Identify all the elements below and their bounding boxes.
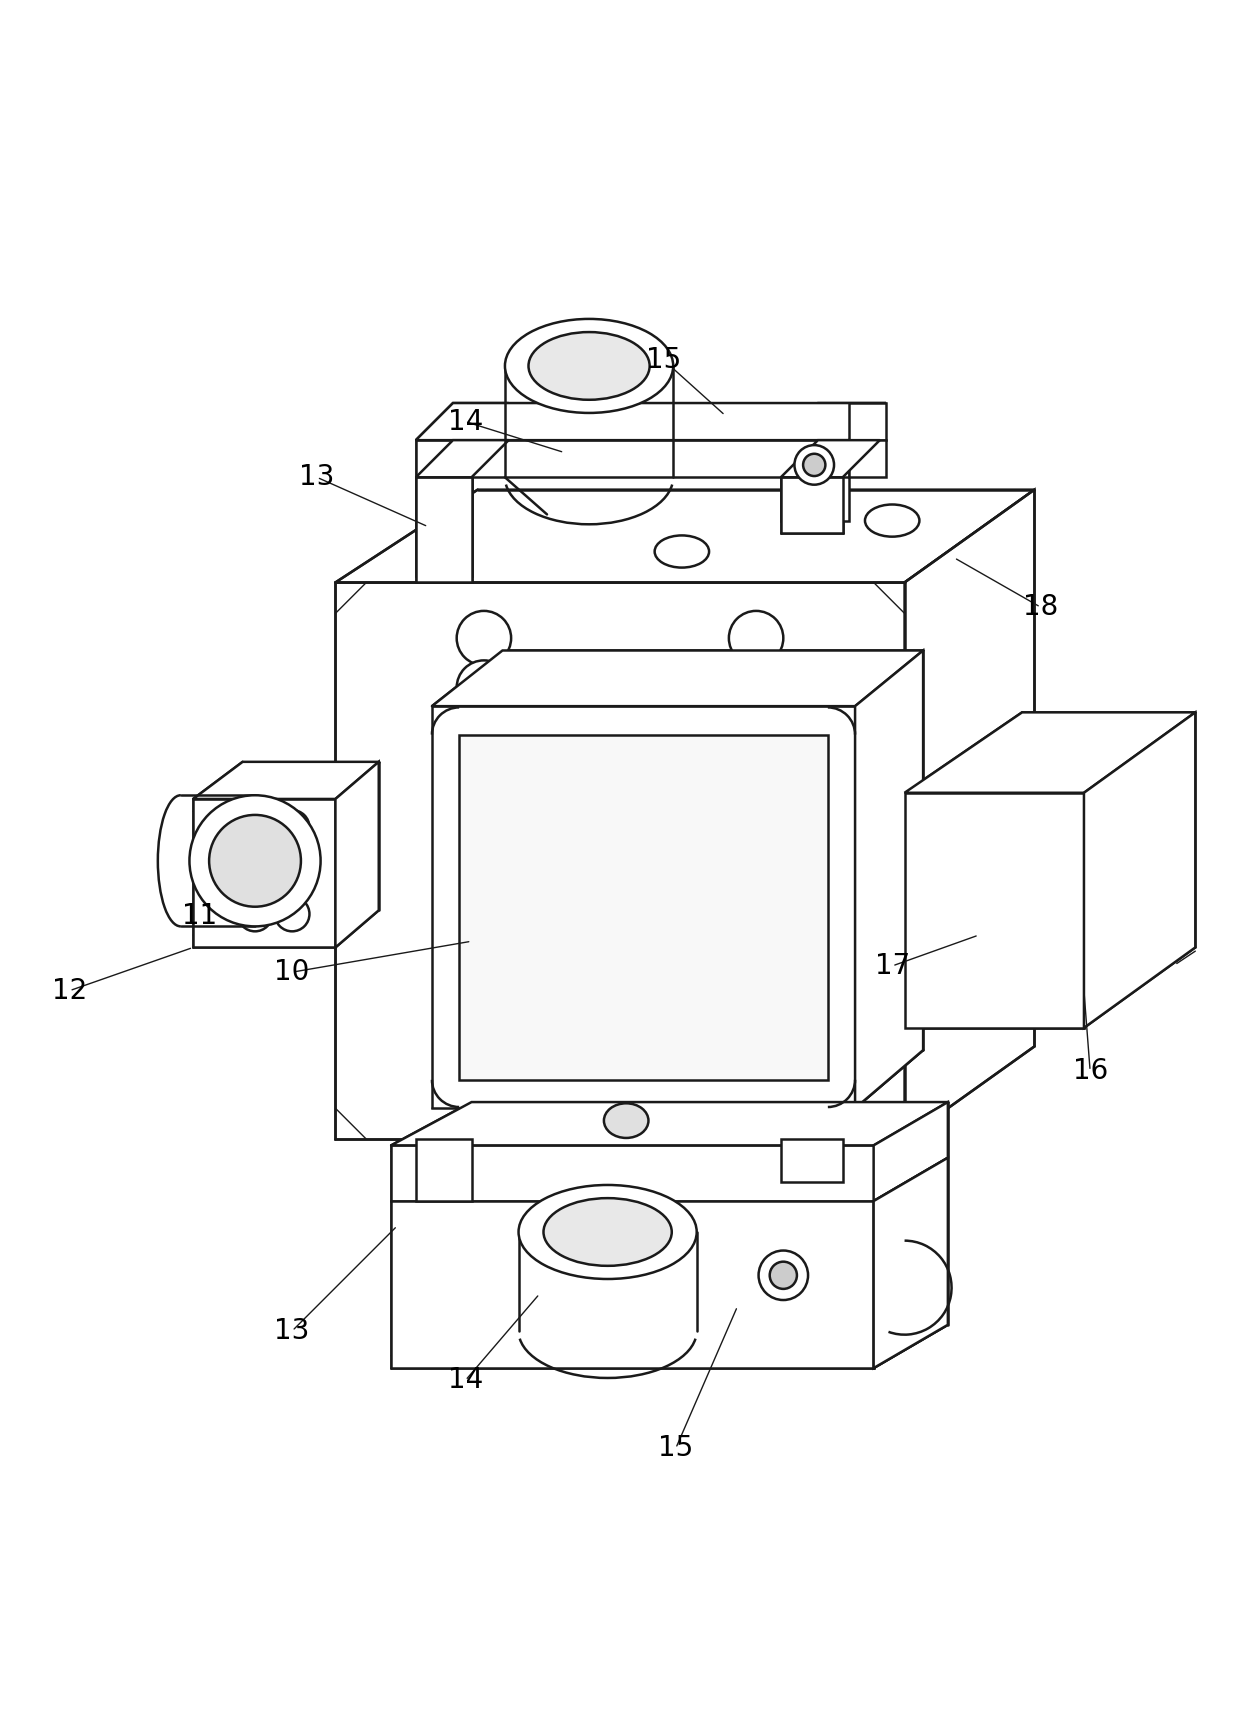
Polygon shape bbox=[391, 1202, 874, 1368]
Polygon shape bbox=[432, 706, 856, 1108]
Ellipse shape bbox=[795, 446, 835, 486]
Polygon shape bbox=[415, 477, 471, 583]
Polygon shape bbox=[415, 1139, 471, 1202]
Ellipse shape bbox=[275, 896, 310, 931]
Polygon shape bbox=[849, 440, 887, 477]
Polygon shape bbox=[415, 440, 471, 576]
Ellipse shape bbox=[655, 536, 709, 567]
Text: 11: 11 bbox=[182, 902, 217, 931]
Ellipse shape bbox=[190, 796, 321, 926]
Polygon shape bbox=[432, 650, 923, 706]
Polygon shape bbox=[874, 1158, 947, 1368]
Polygon shape bbox=[415, 402, 887, 440]
Polygon shape bbox=[874, 1103, 947, 1202]
Ellipse shape bbox=[275, 853, 310, 888]
Polygon shape bbox=[904, 489, 1034, 1139]
Polygon shape bbox=[415, 440, 508, 477]
Ellipse shape bbox=[238, 853, 273, 888]
Ellipse shape bbox=[759, 1250, 808, 1300]
Ellipse shape bbox=[275, 810, 310, 844]
Polygon shape bbox=[336, 761, 378, 947]
Polygon shape bbox=[849, 402, 887, 440]
Polygon shape bbox=[781, 402, 887, 440]
Ellipse shape bbox=[210, 815, 301, 907]
Polygon shape bbox=[391, 1146, 874, 1202]
Ellipse shape bbox=[770, 1262, 797, 1288]
Polygon shape bbox=[856, 650, 923, 1108]
Ellipse shape bbox=[528, 333, 650, 401]
Text: 15: 15 bbox=[646, 345, 681, 375]
Ellipse shape bbox=[804, 454, 826, 477]
Text: 14: 14 bbox=[448, 407, 482, 435]
Polygon shape bbox=[415, 440, 849, 477]
Text: 18: 18 bbox=[1023, 593, 1058, 621]
Polygon shape bbox=[874, 1158, 947, 1368]
Ellipse shape bbox=[238, 810, 273, 844]
Polygon shape bbox=[1084, 713, 1195, 1028]
Polygon shape bbox=[781, 440, 880, 477]
Text: 12: 12 bbox=[52, 976, 87, 1004]
Ellipse shape bbox=[456, 661, 511, 714]
Polygon shape bbox=[336, 583, 904, 1139]
Polygon shape bbox=[781, 477, 843, 532]
Polygon shape bbox=[193, 799, 336, 947]
Polygon shape bbox=[781, 440, 849, 520]
Polygon shape bbox=[415, 402, 508, 440]
Polygon shape bbox=[391, 1103, 947, 1146]
Text: 14: 14 bbox=[448, 1366, 482, 1394]
Polygon shape bbox=[781, 1139, 843, 1183]
Polygon shape bbox=[193, 761, 378, 799]
Ellipse shape bbox=[456, 610, 511, 666]
Ellipse shape bbox=[729, 661, 784, 714]
Ellipse shape bbox=[866, 505, 919, 536]
Ellipse shape bbox=[456, 709, 511, 765]
Text: 10: 10 bbox=[274, 959, 310, 987]
Text: 15: 15 bbox=[658, 1434, 693, 1462]
Text: 13: 13 bbox=[299, 463, 335, 491]
Polygon shape bbox=[904, 713, 1195, 792]
Ellipse shape bbox=[543, 1198, 672, 1266]
Text: 13: 13 bbox=[274, 1316, 310, 1346]
Text: 16: 16 bbox=[1073, 1058, 1107, 1085]
Polygon shape bbox=[336, 489, 1034, 583]
Text: 17: 17 bbox=[874, 952, 910, 980]
Ellipse shape bbox=[238, 896, 273, 931]
Ellipse shape bbox=[604, 1103, 649, 1138]
Polygon shape bbox=[904, 792, 1084, 1028]
Ellipse shape bbox=[518, 1184, 697, 1280]
Ellipse shape bbox=[505, 319, 673, 413]
Ellipse shape bbox=[729, 610, 784, 666]
Polygon shape bbox=[459, 735, 828, 1080]
